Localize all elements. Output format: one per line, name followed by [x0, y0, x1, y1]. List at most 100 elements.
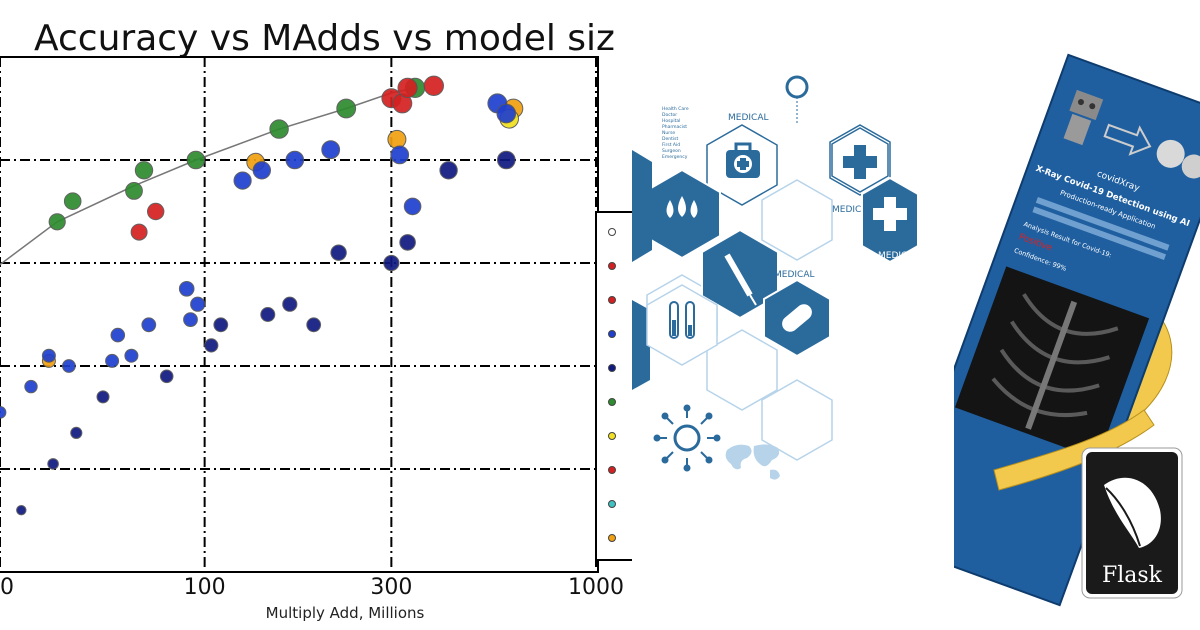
poster-input-bar [1032, 206, 1167, 260]
fine-print-line: Pharmacist [662, 124, 687, 130]
data-point-blue [252, 161, 271, 180]
hex-label: MEDICAL [728, 113, 769, 123]
virus-icon [653, 404, 721, 472]
data-point-blue [110, 327, 126, 343]
data-point-blue [62, 359, 76, 373]
flask-logo-icon [1104, 477, 1161, 548]
fine-print-line: Nurse [662, 130, 675, 136]
x-tick-label: 1000 [568, 575, 624, 600]
fine-print-line: First Aid [662, 142, 680, 148]
chart-title: Accuracy vs MAdds vs model siz [34, 18, 615, 59]
data-point-blue [178, 281, 195, 297]
drops-icon [643, 168, 721, 260]
x-tick-label: 100 [184, 575, 226, 600]
data-point-blue [403, 197, 422, 216]
fine-print-line: Dentist [662, 136, 678, 142]
data-point-blue [183, 312, 198, 328]
hex-outline [761, 379, 833, 461]
data-point-green [125, 182, 143, 200]
data-point-navy [260, 307, 276, 322]
legend-marker [608, 500, 616, 508]
data-point-navy [497, 150, 516, 170]
x-tick-label: 300 [370, 575, 412, 600]
legend-markers [608, 228, 616, 542]
hex-fragment [632, 300, 650, 390]
legend-marker [608, 466, 616, 474]
data-point-navy [383, 254, 400, 272]
data-point-navy [282, 296, 298, 312]
data-point-navy [399, 234, 416, 251]
data-point-blue [321, 140, 341, 160]
fine-print-line: Hospital [662, 118, 680, 124]
data-point-blue [233, 171, 252, 190]
robot-icon [1063, 89, 1104, 146]
fine-print-line: Emergency [662, 154, 688, 160]
data-point-navy [159, 369, 174, 384]
data-point-navy [213, 317, 229, 333]
legend-marker [608, 364, 616, 372]
x-tick-labels: 30 100 300 1000 [0, 575, 624, 600]
data-point-red [423, 75, 444, 97]
flask-badge-label: Flask [1102, 563, 1163, 588]
data-point-navy [47, 458, 59, 470]
data-point-blue [124, 348, 139, 363]
legend-marker [608, 534, 616, 542]
legend-marker [608, 262, 616, 270]
data-point-red [397, 77, 418, 99]
hex-outline [829, 124, 891, 196]
x-tick-label: 30 [0, 575, 14, 600]
legend-marker [608, 398, 616, 406]
flask-badge: Flask [1081, 447, 1183, 599]
data-point-green [48, 213, 66, 231]
capsule-icon: MEDICAL [763, 270, 831, 358]
medical-cross-icon: MEDICAL [861, 176, 919, 264]
hex-fragment [632, 150, 652, 262]
data-point-blue [190, 296, 206, 312]
data-point-blue [41, 348, 56, 363]
data-point-navy [439, 161, 458, 180]
data-point-navy [16, 505, 27, 516]
virus-image [1156, 139, 1185, 168]
data-point-blue [105, 353, 120, 368]
data-point-navy [96, 390, 110, 404]
data-points [0, 75, 524, 516]
data-point-blue [496, 103, 517, 124]
medical-hex-illustration: Health Care Doctor Hospital Pharmacist N… [632, 75, 919, 480]
medical-cross-icon: MEDICAL [831, 127, 889, 215]
arrow-icon [1103, 123, 1152, 156]
poster-illustration: covidXray X-Ray Covid-19 Detection using… [954, 53, 1200, 607]
fine-print-list: Health Care Doctor Hospital Pharmacist N… [662, 106, 689, 160]
medical-hex-panel: Health Care Doctor Hospital Pharmacist N… [632, 0, 954, 630]
data-point-red [130, 223, 148, 241]
legend-marker [608, 330, 616, 338]
hex-outline [706, 124, 778, 206]
fine-print-line: Health Care [662, 106, 689, 112]
data-point-navy [330, 244, 347, 261]
world-map-icon [725, 444, 780, 480]
data-point-blue [390, 145, 410, 165]
data-point-navy [70, 426, 83, 439]
data-point-blue [24, 379, 38, 394]
data-point-navy [204, 338, 219, 353]
circle-icon [785, 75, 809, 99]
ribbon-front [993, 409, 1155, 491]
legend-marker [608, 228, 616, 236]
plot-frame [0, 56, 599, 573]
medical-kit-icon: MEDICAL [726, 113, 769, 178]
data-point-green [336, 98, 357, 119]
covid-xray-poster-panel: covidXray X-Ray Covid-19 Detection using… [954, 0, 1200, 630]
fine-print-line: Doctor [662, 112, 677, 118]
data-point-blue [285, 150, 305, 170]
hex-label: MEDICAL [878, 251, 919, 261]
hex-outline [761, 179, 833, 261]
data-point-navy [306, 317, 322, 333]
scatter-chart: Accuracy vs MAdds vs model siz 30 100 300 1… [0, 18, 632, 622]
poster-input-bar [1035, 197, 1170, 251]
x-axis-label: Multiply Add, Millions [266, 604, 425, 622]
hex-label: MEDICAL [832, 205, 873, 215]
data-point-orange [387, 129, 407, 149]
data-point-green [63, 192, 82, 210]
data-point-blue [141, 317, 157, 333]
syringe-icon [701, 228, 779, 320]
data-point-green [269, 119, 289, 139]
